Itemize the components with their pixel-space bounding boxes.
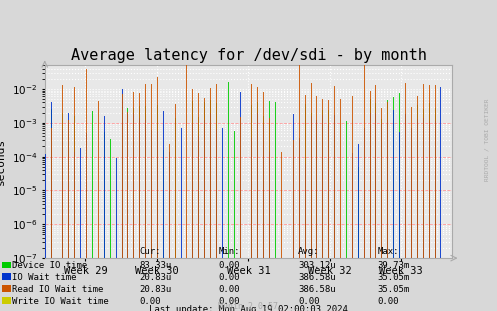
Text: Device IO time: Device IO time	[12, 262, 87, 270]
Text: Read IO Wait time: Read IO Wait time	[12, 285, 104, 294]
Text: 386.58u: 386.58u	[298, 273, 336, 282]
Y-axis label: seconds: seconds	[0, 138, 6, 185]
Text: Write IO Wait time: Write IO Wait time	[12, 297, 109, 306]
Text: 0.00: 0.00	[219, 262, 240, 270]
Text: 39.73m: 39.73m	[378, 262, 410, 270]
Text: Avg:: Avg:	[298, 247, 320, 256]
Text: 0.00: 0.00	[298, 297, 320, 306]
Text: IO Wait time: IO Wait time	[12, 273, 77, 282]
Text: 35.05m: 35.05m	[378, 273, 410, 282]
Text: 20.83u: 20.83u	[139, 273, 171, 282]
Text: 0.00: 0.00	[219, 285, 240, 294]
Text: Cur:: Cur:	[139, 247, 161, 256]
Text: 83.33u: 83.33u	[139, 262, 171, 270]
Text: Min:: Min:	[219, 247, 240, 256]
Text: 35.05m: 35.05m	[378, 285, 410, 294]
Text: RRDTOOL / TOBI OETIKER: RRDTOOL / TOBI OETIKER	[485, 99, 490, 181]
Text: 386.58u: 386.58u	[298, 285, 336, 294]
Text: 0.00: 0.00	[219, 273, 240, 282]
Text: Max:: Max:	[378, 247, 399, 256]
Text: Munin 2.0.57: Munin 2.0.57	[219, 302, 278, 311]
Text: 20.83u: 20.83u	[139, 285, 171, 294]
Title: Average latency for /dev/sdi - by month: Average latency for /dev/sdi - by month	[71, 48, 426, 63]
Text: 0.00: 0.00	[378, 297, 399, 306]
Text: 0.00: 0.00	[139, 297, 161, 306]
Text: 0.00: 0.00	[219, 297, 240, 306]
Text: 303.12u: 303.12u	[298, 262, 336, 270]
Text: Last update: Mon Aug 19 02:00:03 2024: Last update: Mon Aug 19 02:00:03 2024	[149, 304, 348, 311]
